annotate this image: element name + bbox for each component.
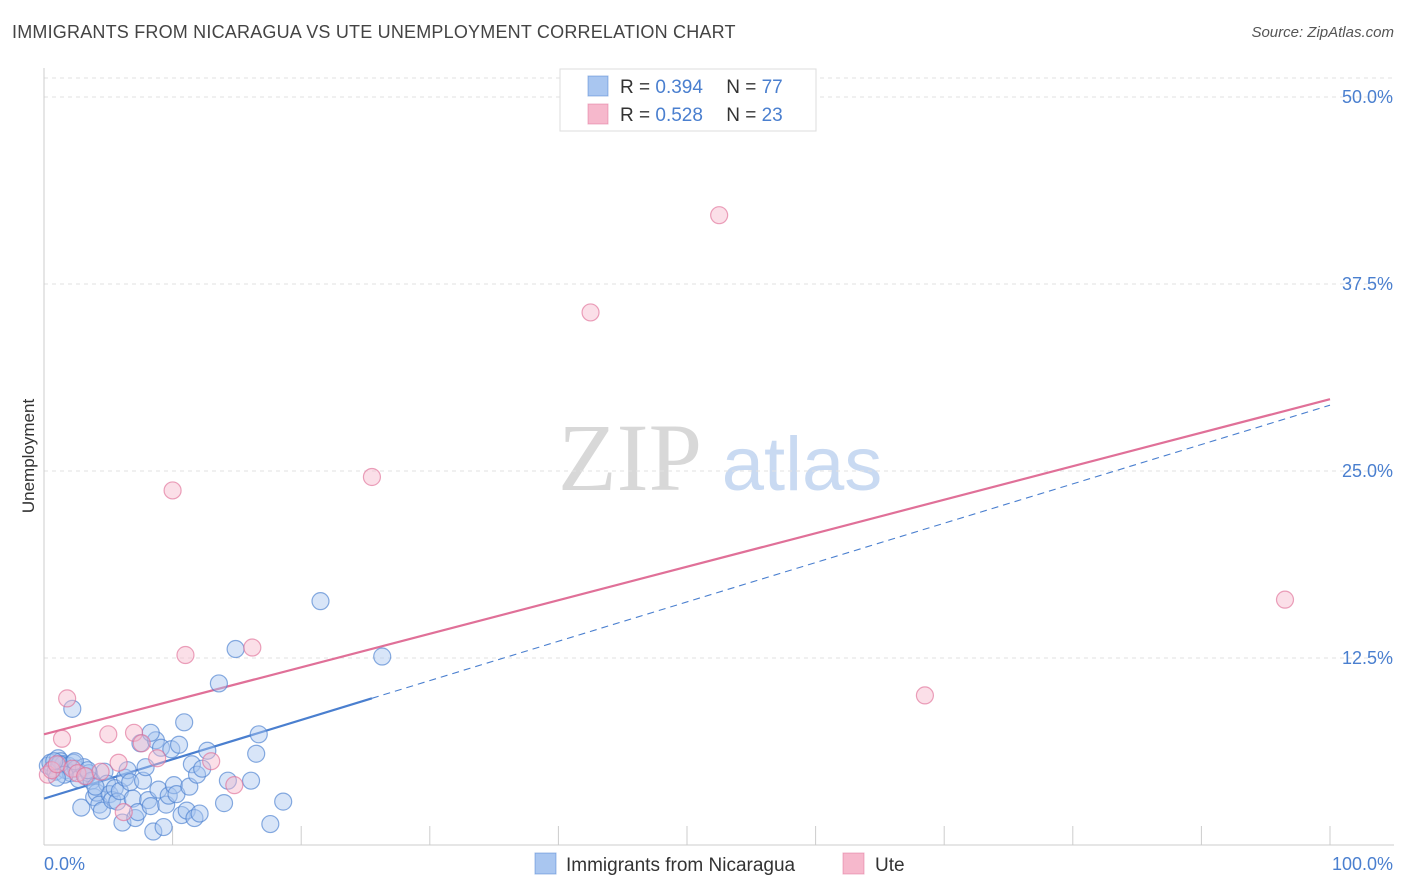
point-ute-20	[362, 467, 382, 487]
trend-line-ute	[43, 398, 1331, 736]
point-nicaragua-70	[214, 794, 234, 813]
point-ute-11	[114, 802, 133, 822]
point-ute-24	[1275, 590, 1295, 609]
y-tick-label-0: 12.5%	[1342, 648, 1393, 668]
point-nicaragua-73	[247, 744, 266, 763]
point-nicaragua-41	[144, 822, 163, 841]
point-ute-19	[243, 638, 262, 657]
point-ute-21	[581, 303, 600, 322]
point-ute-16	[176, 645, 195, 665]
legend-nicaragua-n-value: 77	[762, 77, 783, 98]
series-legend: Immigrants from Nicaragua Ute	[534, 852, 905, 876]
watermark-atlas: atlas	[722, 422, 883, 507]
point-nicaragua-59	[190, 804, 209, 823]
y-tick-label-2: 37.5%	[1342, 274, 1393, 294]
legend-nicaragua-r-label: R =	[620, 77, 655, 98]
point-nicaragua-79	[373, 647, 392, 666]
point-nicaragua-40	[141, 797, 160, 816]
source-label: Source: ZipAtlas.com	[1251, 24, 1394, 41]
point-nicaragua-27	[108, 792, 127, 811]
y-tick-label-1: 25.0%	[1342, 461, 1393, 481]
point-nicaragua-75	[226, 639, 245, 659]
x-tick-label-0: 0.0%	[44, 854, 85, 874]
legend-row-nicaragua: R = 0.394 N = 77	[620, 77, 783, 98]
point-nicaragua-74	[249, 725, 268, 744]
point-nicaragua-51	[169, 735, 189, 754]
point-ute-18	[225, 776, 244, 795]
y-axis-label: Unemployment	[19, 399, 38, 514]
watermark: ZIP atlas	[558, 404, 882, 511]
point-ute-2	[47, 755, 66, 774]
axes	[43, 68, 1394, 846]
point-nicaragua-56	[182, 755, 201, 774]
point-nicaragua-33	[123, 789, 142, 808]
trend-line-nicaragua-extension	[371, 404, 1331, 699]
point-ute-7	[76, 767, 95, 786]
series-legend-label-nicaragua: Immigrants from Nicaragua	[566, 855, 796, 876]
point-nicaragua-72	[241, 771, 261, 790]
legend-ute-r-value: 0.528	[655, 105, 703, 126]
series-legend-swatch-ute	[842, 852, 865, 875]
legend-nicaragua-r-value: 0.394	[655, 77, 703, 98]
point-nicaragua-64	[65, 752, 84, 771]
point-ute-9	[99, 725, 118, 744]
point-nicaragua-69	[209, 674, 228, 693]
chart-title: IMMIGRANTS FROM NICARAGUA VS UTE UNEMPLO…	[12, 22, 736, 42]
legend-ute-r-label: R =	[620, 105, 655, 126]
legend-swatch-nicaragua	[587, 75, 609, 97]
point-ute-15	[163, 481, 182, 500]
point-ute-10	[109, 753, 128, 772]
x-tick-labels: 0.0% 100.0%	[44, 854, 1393, 874]
point-nicaragua-13	[72, 798, 91, 817]
point-nicaragua-80	[198, 741, 217, 760]
data-points	[38, 206, 1295, 841]
point-nicaragua-45	[154, 817, 173, 837]
point-nicaragua-78	[311, 592, 330, 611]
point-ute-4	[58, 689, 77, 708]
stats-legend: R = 0.394 N = 77 R = 0.528 N = 23	[559, 68, 817, 132]
point-nicaragua-58	[187, 765, 207, 784]
legend-ute-n-label: N =	[726, 105, 761, 126]
series-legend-swatch-nicaragua	[534, 852, 557, 875]
legend-ute-n-value: 23	[762, 105, 783, 126]
point-nicaragua-53	[175, 713, 194, 732]
point-nicaragua-47	[159, 786, 178, 805]
y-tick-label-3: 50.0%	[1342, 87, 1393, 107]
legend-swatch-ute	[587, 103, 609, 125]
point-ute-8	[91, 762, 110, 781]
series-legend-label-ute: Ute	[875, 855, 905, 876]
y-tick-labels: 12.5% 25.0% 37.5% 50.0%	[1342, 87, 1393, 668]
point-nicaragua-37	[133, 771, 153, 790]
legend-nicaragua-n-label: N =	[726, 77, 761, 98]
point-ute-17	[202, 752, 221, 771]
watermark-zip: ZIP	[558, 404, 702, 511]
point-ute-3	[52, 729, 72, 748]
point-nicaragua-76	[261, 814, 280, 834]
point-nicaragua-67	[63, 699, 82, 718]
point-ute-1	[42, 761, 61, 780]
point-ute-23	[915, 686, 935, 705]
x-tick-label-1: 100.0%	[1332, 854, 1393, 874]
point-ute-22	[710, 206, 729, 225]
grid-lines	[44, 77, 1394, 659]
legend-row-ute: R = 0.528 N = 23	[620, 105, 783, 126]
point-nicaragua-77	[274, 792, 293, 811]
point-ute-13	[132, 734, 151, 753]
point-ute-14	[148, 749, 167, 768]
